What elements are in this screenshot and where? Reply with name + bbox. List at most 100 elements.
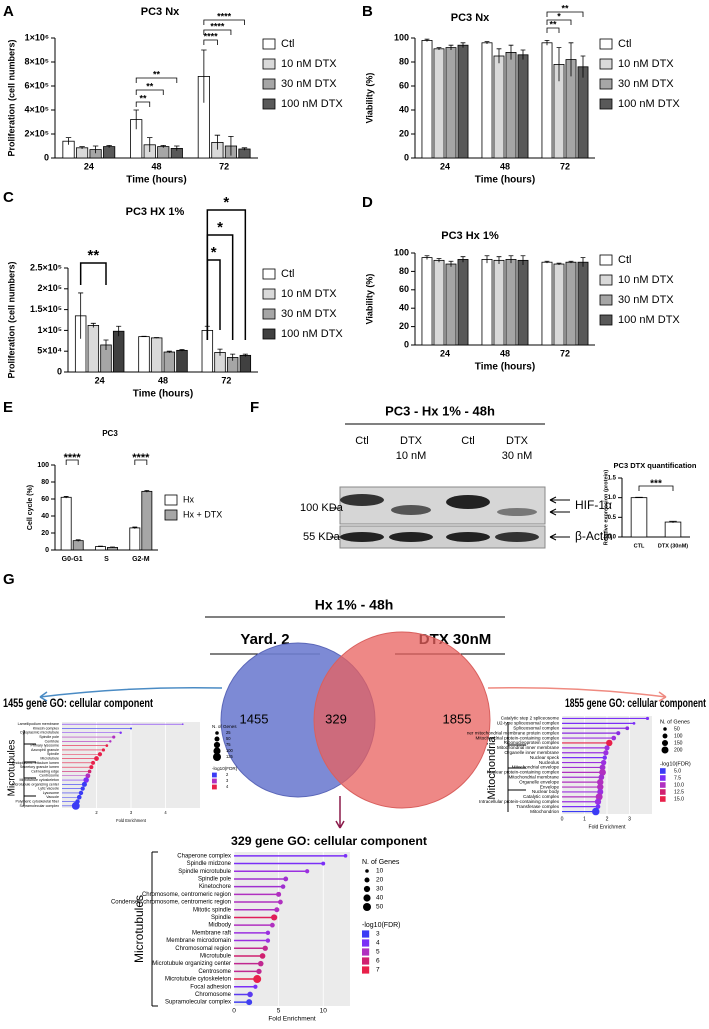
x-tick-label: 2 (95, 810, 98, 815)
lane-label: Ctl (355, 435, 368, 447)
bar (664, 521, 682, 538)
legend-label: 10 nM DTX (618, 274, 674, 286)
significance-label: ** (561, 3, 569, 13)
size-legend-label: 25 (226, 730, 231, 735)
chart-title: PC3 DTX quantification (614, 461, 697, 470)
error-bar (141, 335, 147, 338)
legend-swatch (599, 38, 613, 50)
lollipop-dot (85, 773, 91, 779)
lollipop-dot (274, 907, 280, 913)
bar (157, 146, 170, 159)
lollipop-dot (280, 884, 286, 889)
chart-title: PC3 HX 1% (126, 206, 185, 218)
category-label: Chromosomal region (175, 946, 231, 952)
category-label: Spindle microtubule (178, 869, 231, 875)
color-legend-swatch (362, 948, 370, 956)
legend-swatch (262, 288, 276, 300)
color-legend-swatch (660, 796, 666, 802)
y-tick-label: 0 (45, 547, 49, 554)
x-tick-label: G2-M (132, 556, 150, 563)
lollipop-dot (595, 793, 603, 801)
category-label: Chaperone complex (177, 853, 231, 859)
x-axis-label: Time (hours) (475, 175, 535, 186)
panel-letter: A (3, 3, 14, 20)
lollipop-dot (599, 764, 606, 771)
panel-letter: B (362, 3, 373, 20)
significance-bracket (65, 459, 79, 465)
legend-swatch (599, 254, 613, 266)
panel-letter: E (3, 399, 13, 416)
bar (87, 325, 100, 373)
error-bar (90, 322, 96, 328)
marker-label: 55 KDa (303, 531, 341, 543)
category-label: Catalytic complex (523, 794, 560, 799)
y-tick-label: 20 (399, 321, 409, 331)
bar (103, 146, 116, 159)
color-legend-label: 4 (376, 940, 380, 947)
size-legend-dot (363, 894, 371, 902)
size-legend-label: 150 (674, 740, 683, 746)
group-bracket (507, 722, 526, 812)
significance-bracket (546, 19, 572, 25)
bar (433, 259, 445, 346)
significance-label: * (223, 194, 229, 211)
error-bar (132, 526, 138, 529)
lollipop-dot (112, 735, 116, 739)
significance-label: *** (650, 479, 662, 490)
x-tick-label: 48 (500, 161, 510, 171)
y-tick-label: 40 (41, 513, 49, 520)
size-legend-label: 50 (226, 736, 231, 741)
x-tick-label: 0 (561, 816, 564, 822)
venn-count: 1855 (443, 711, 472, 726)
y-tick-label: 100 (37, 462, 49, 469)
color-legend-swatch (660, 782, 666, 788)
category-label: Microtubule cytoskeleton (165, 977, 231, 983)
venn-set-label: Yard. 2 (240, 631, 289, 648)
bar (577, 261, 589, 346)
color-legend-label: 5.0 (674, 768, 681, 774)
error-bar (568, 260, 574, 264)
error-bar (520, 255, 526, 265)
lollipop-dot (259, 953, 266, 959)
group-label: Microtubules (132, 895, 146, 963)
venn-arrow (39, 686, 223, 702)
color-legend-label: 3 (226, 778, 229, 783)
legend-label: 10 nM DTX (618, 58, 674, 70)
bar (75, 147, 89, 159)
category-label: Cell leading edge (31, 769, 59, 773)
venn-count: 329 (325, 711, 347, 726)
category-label: Polymeric cytoskeletal fiber (15, 800, 59, 804)
color-legend-label: 2 (226, 772, 229, 777)
bar (565, 261, 577, 346)
bar (421, 257, 433, 346)
color-legend-swatch (660, 789, 666, 795)
bar (457, 259, 469, 346)
lollipop-dot (91, 760, 96, 765)
error-bar (217, 348, 223, 356)
lollipop-dot (598, 774, 605, 781)
bar (95, 546, 106, 551)
category-label: Spindle (211, 915, 232, 921)
category-label: Spindle pole (198, 877, 232, 883)
category-label: ner mitochondrial membrane protein compl… (467, 730, 560, 735)
bar (457, 44, 469, 159)
category-label: Intracellular protein-containing complex (479, 799, 560, 804)
legend-swatch (599, 78, 613, 90)
significance-bracket (206, 209, 247, 340)
color-legend-label: 15.0 (674, 796, 684, 802)
panel-letter: G (3, 571, 15, 588)
category-label: Organelle envelope (519, 779, 559, 784)
significance-bracket (638, 485, 674, 491)
error-bar (79, 146, 85, 149)
legend-swatch (164, 509, 178, 521)
bar (445, 263, 457, 346)
y-tick-label: 1.5×10⁵ (30, 304, 62, 314)
x-tick-label: 3 (628, 816, 631, 822)
significance-label: ** (139, 93, 147, 103)
lollipop-dot (625, 726, 630, 731)
error-bar (147, 137, 153, 152)
bar (239, 354, 252, 373)
y-tick-label: 0 (57, 366, 62, 376)
category-label: Kinetochore (199, 884, 232, 890)
lollipop-dot (603, 750, 609, 756)
